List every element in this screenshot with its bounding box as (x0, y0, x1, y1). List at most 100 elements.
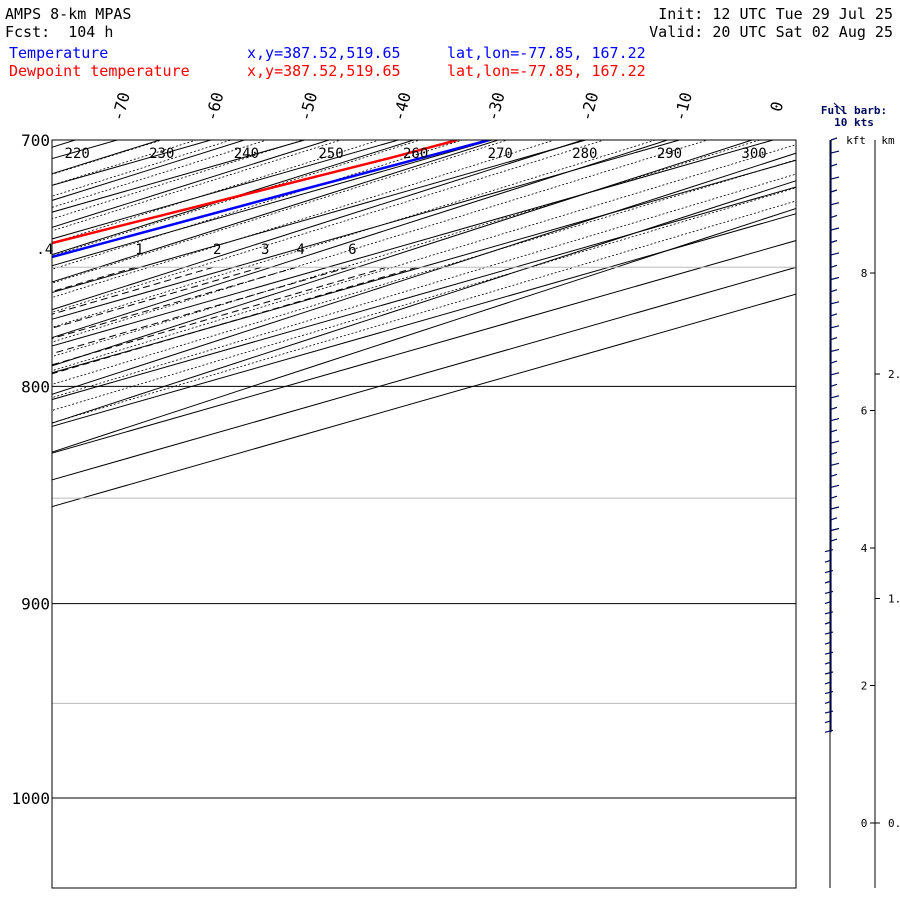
wind-barb (824, 710, 834, 714)
wind-barb (830, 227, 840, 231)
barb-legend-icon (833, 102, 847, 115)
wind-barb (830, 214, 838, 218)
dry-adiabat-label: 280 (572, 146, 597, 162)
isotherm-label: -60 (202, 90, 228, 123)
wind-barb (824, 661, 832, 665)
wind-barb (824, 691, 834, 695)
wind-barb (830, 506, 840, 510)
wind-barb (830, 137, 838, 141)
dry-adiabat-label: 290 (657, 146, 682, 162)
init-time: Init: 12 UTC Tue 29 Jul 25 (658, 5, 893, 23)
barb-legend-units: 10 kts (834, 116, 874, 129)
isotherm-line (52, 186, 796, 401)
wind-barb (824, 631, 834, 635)
wind-barb (830, 495, 838, 499)
wind-barb (824, 671, 834, 675)
legend-series-name: Temperature (9, 44, 108, 62)
mixing-ratio-label: 2 (213, 242, 221, 258)
wind-barb (824, 611, 834, 615)
wind-barb (830, 395, 840, 399)
isotherm-line (52, 140, 774, 347)
wind-barb (830, 517, 838, 521)
km-tick-label: 1. (888, 593, 900, 606)
isotherm-label: -30 (483, 90, 509, 123)
isotherm-label: -50 (295, 90, 321, 123)
wind-barb (824, 641, 832, 645)
wind-barb (830, 429, 838, 433)
wind-barb (830, 189, 838, 193)
wind-barb (830, 301, 840, 305)
isotherm-label: -40 (389, 90, 415, 123)
mixing-ratio-label: 3 (261, 242, 269, 258)
kft-tick-label: 8 (861, 267, 868, 280)
wind-barb (824, 681, 832, 685)
wind-barb (830, 150, 840, 154)
wind-barb (824, 559, 832, 563)
dewpoint-temperature-profile (52, 140, 458, 245)
isotherm-line (52, 213, 796, 427)
isobar-label: 700 (21, 131, 50, 150)
dry-adiabat-label: 300 (741, 146, 766, 162)
legend-grid-point: x,y=387.52,519.65 (247, 62, 401, 80)
wind-barb (824, 621, 832, 625)
isotherm-line (52, 140, 586, 294)
isobar-label: 1000 (11, 789, 50, 808)
wind-barb (824, 580, 832, 584)
dry-adiabat-label: 240 (234, 146, 259, 162)
isotherm-line (52, 140, 493, 267)
legend-series-name: Dewpoint temperature (9, 62, 190, 80)
legend-lat-lon: lat,lon=-77.85, 167.22 (447, 44, 646, 62)
wind-barb (824, 590, 834, 594)
wind-barb (830, 276, 840, 281)
kft-tick-label: 4 (861, 542, 868, 555)
wind-barb (830, 176, 840, 180)
km-tick-label: 0. (888, 817, 900, 830)
wind-barb (830, 325, 840, 329)
wind-barb (830, 313, 838, 317)
legend-lat-lon: lat,lon=-77.85, 167.22 (447, 62, 646, 80)
wind-barb (830, 484, 840, 488)
valid-time: Valid: 20 UTC Sat 02 Aug 25 (649, 23, 893, 41)
mixing-ratio-label: 6 (348, 242, 356, 258)
dry-adiabat-label: 220 (65, 146, 90, 162)
wind-barb (830, 406, 838, 410)
plot-area (52, 140, 796, 888)
isotherm-label: -70 (108, 90, 134, 123)
mixing-ratio-label: 4 (296, 242, 304, 258)
isotherm-line (52, 140, 680, 320)
wind-barb (830, 360, 838, 364)
wind-barb (824, 720, 832, 724)
dry-adiabat-label: 230 (149, 146, 174, 162)
wind-barb (824, 700, 832, 704)
wind-barb (824, 729, 834, 733)
kft-tick-label: 2 (861, 680, 868, 693)
kft-tick-label: 0 (861, 817, 868, 830)
wind-barb (824, 601, 832, 605)
wind-barb (830, 451, 838, 455)
dry-adiabat-label: 270 (488, 146, 513, 162)
wind-barb (830, 473, 838, 477)
wind-barb (830, 372, 840, 376)
wind-barb (830, 264, 838, 268)
legend-grid-point: x,y=387.52,519.65 (247, 44, 401, 62)
isobar-label: 900 (21, 595, 50, 614)
dry-adiabat-label: 260 (403, 146, 428, 162)
isobar-label: 800 (21, 377, 50, 396)
model-title: AMPS 8-km MPAS (5, 5, 132, 23)
wind-barb (830, 440, 840, 444)
isotherm-line (52, 240, 796, 454)
wind-barb (830, 348, 840, 352)
profiles (52, 140, 490, 259)
forecast-hour: Fcst: 104 h (5, 23, 114, 41)
wind-barb (830, 527, 840, 532)
wind-barb (830, 418, 840, 422)
mixing-ratio-label: .4 (36, 242, 53, 258)
isotherm-line (52, 159, 796, 374)
wind-barb (830, 462, 840, 466)
dry-adiabat-label: 250 (318, 146, 343, 162)
plot-frame (51, 139, 797, 889)
km-units-label: km (881, 134, 895, 147)
wind-barb (830, 239, 838, 244)
wind-barb (830, 163, 838, 167)
